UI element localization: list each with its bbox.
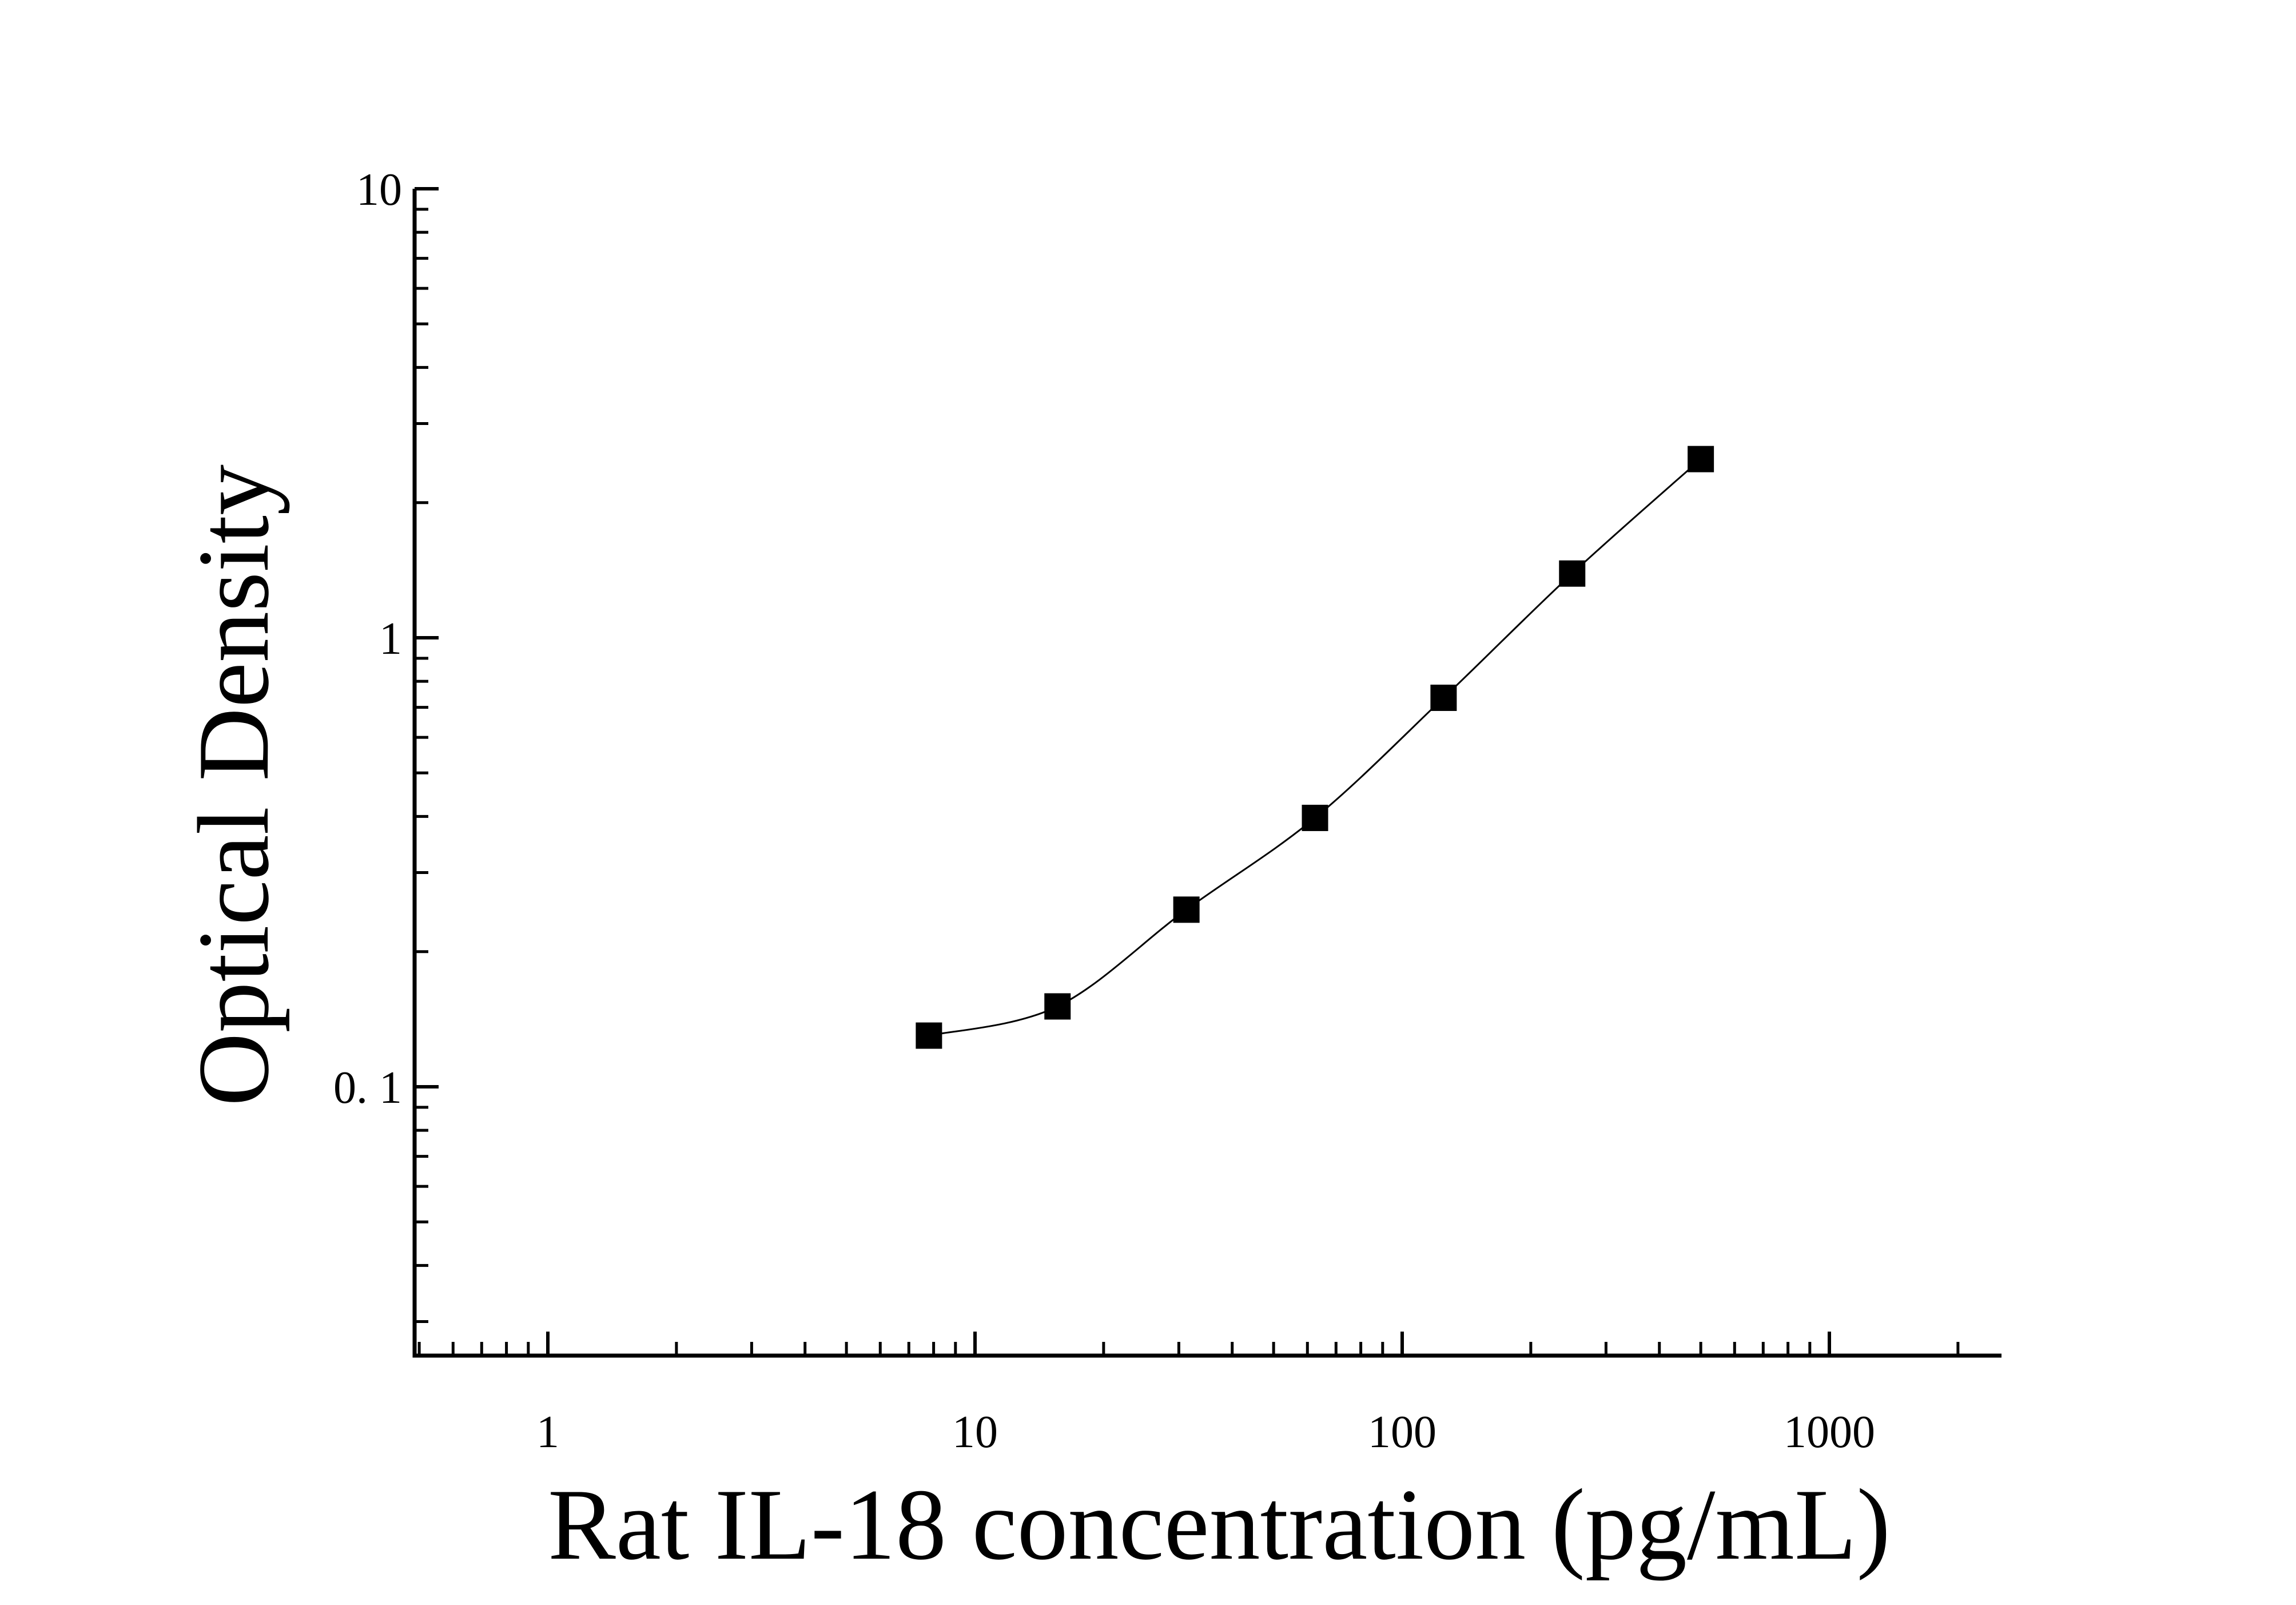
data-point (1688, 446, 1714, 472)
data-point (1044, 993, 1071, 1020)
x-tick-label: 1000 (1784, 1407, 1875, 1457)
data-point (916, 1022, 942, 1049)
x-tick-label: 10 (952, 1407, 998, 1457)
axes (412, 187, 2001, 1358)
data-points (916, 446, 1714, 1049)
x-tick-label: 1 (536, 1407, 559, 1457)
data-point (1559, 560, 1586, 587)
y-tick-label: 0. 1 (333, 1063, 402, 1113)
y-tick-label: 10 (356, 165, 402, 215)
y-tick-label: 1 (379, 614, 402, 664)
x-tick-label: 100 (1368, 1407, 1437, 1457)
x-axis-title: Rat IL-18 concentration (pg/mL) (548, 1468, 1891, 1581)
y-axis-title: Optical Density (177, 464, 290, 1106)
fit-curve-layer (929, 458, 1702, 1037)
data-point (1430, 684, 1457, 711)
data-point (1302, 804, 1328, 831)
fit-curve (929, 458, 1702, 1037)
data-point (1173, 896, 1200, 923)
tick-labels: 1 10 100 1000 0. 1 1 10 (333, 165, 1875, 1457)
